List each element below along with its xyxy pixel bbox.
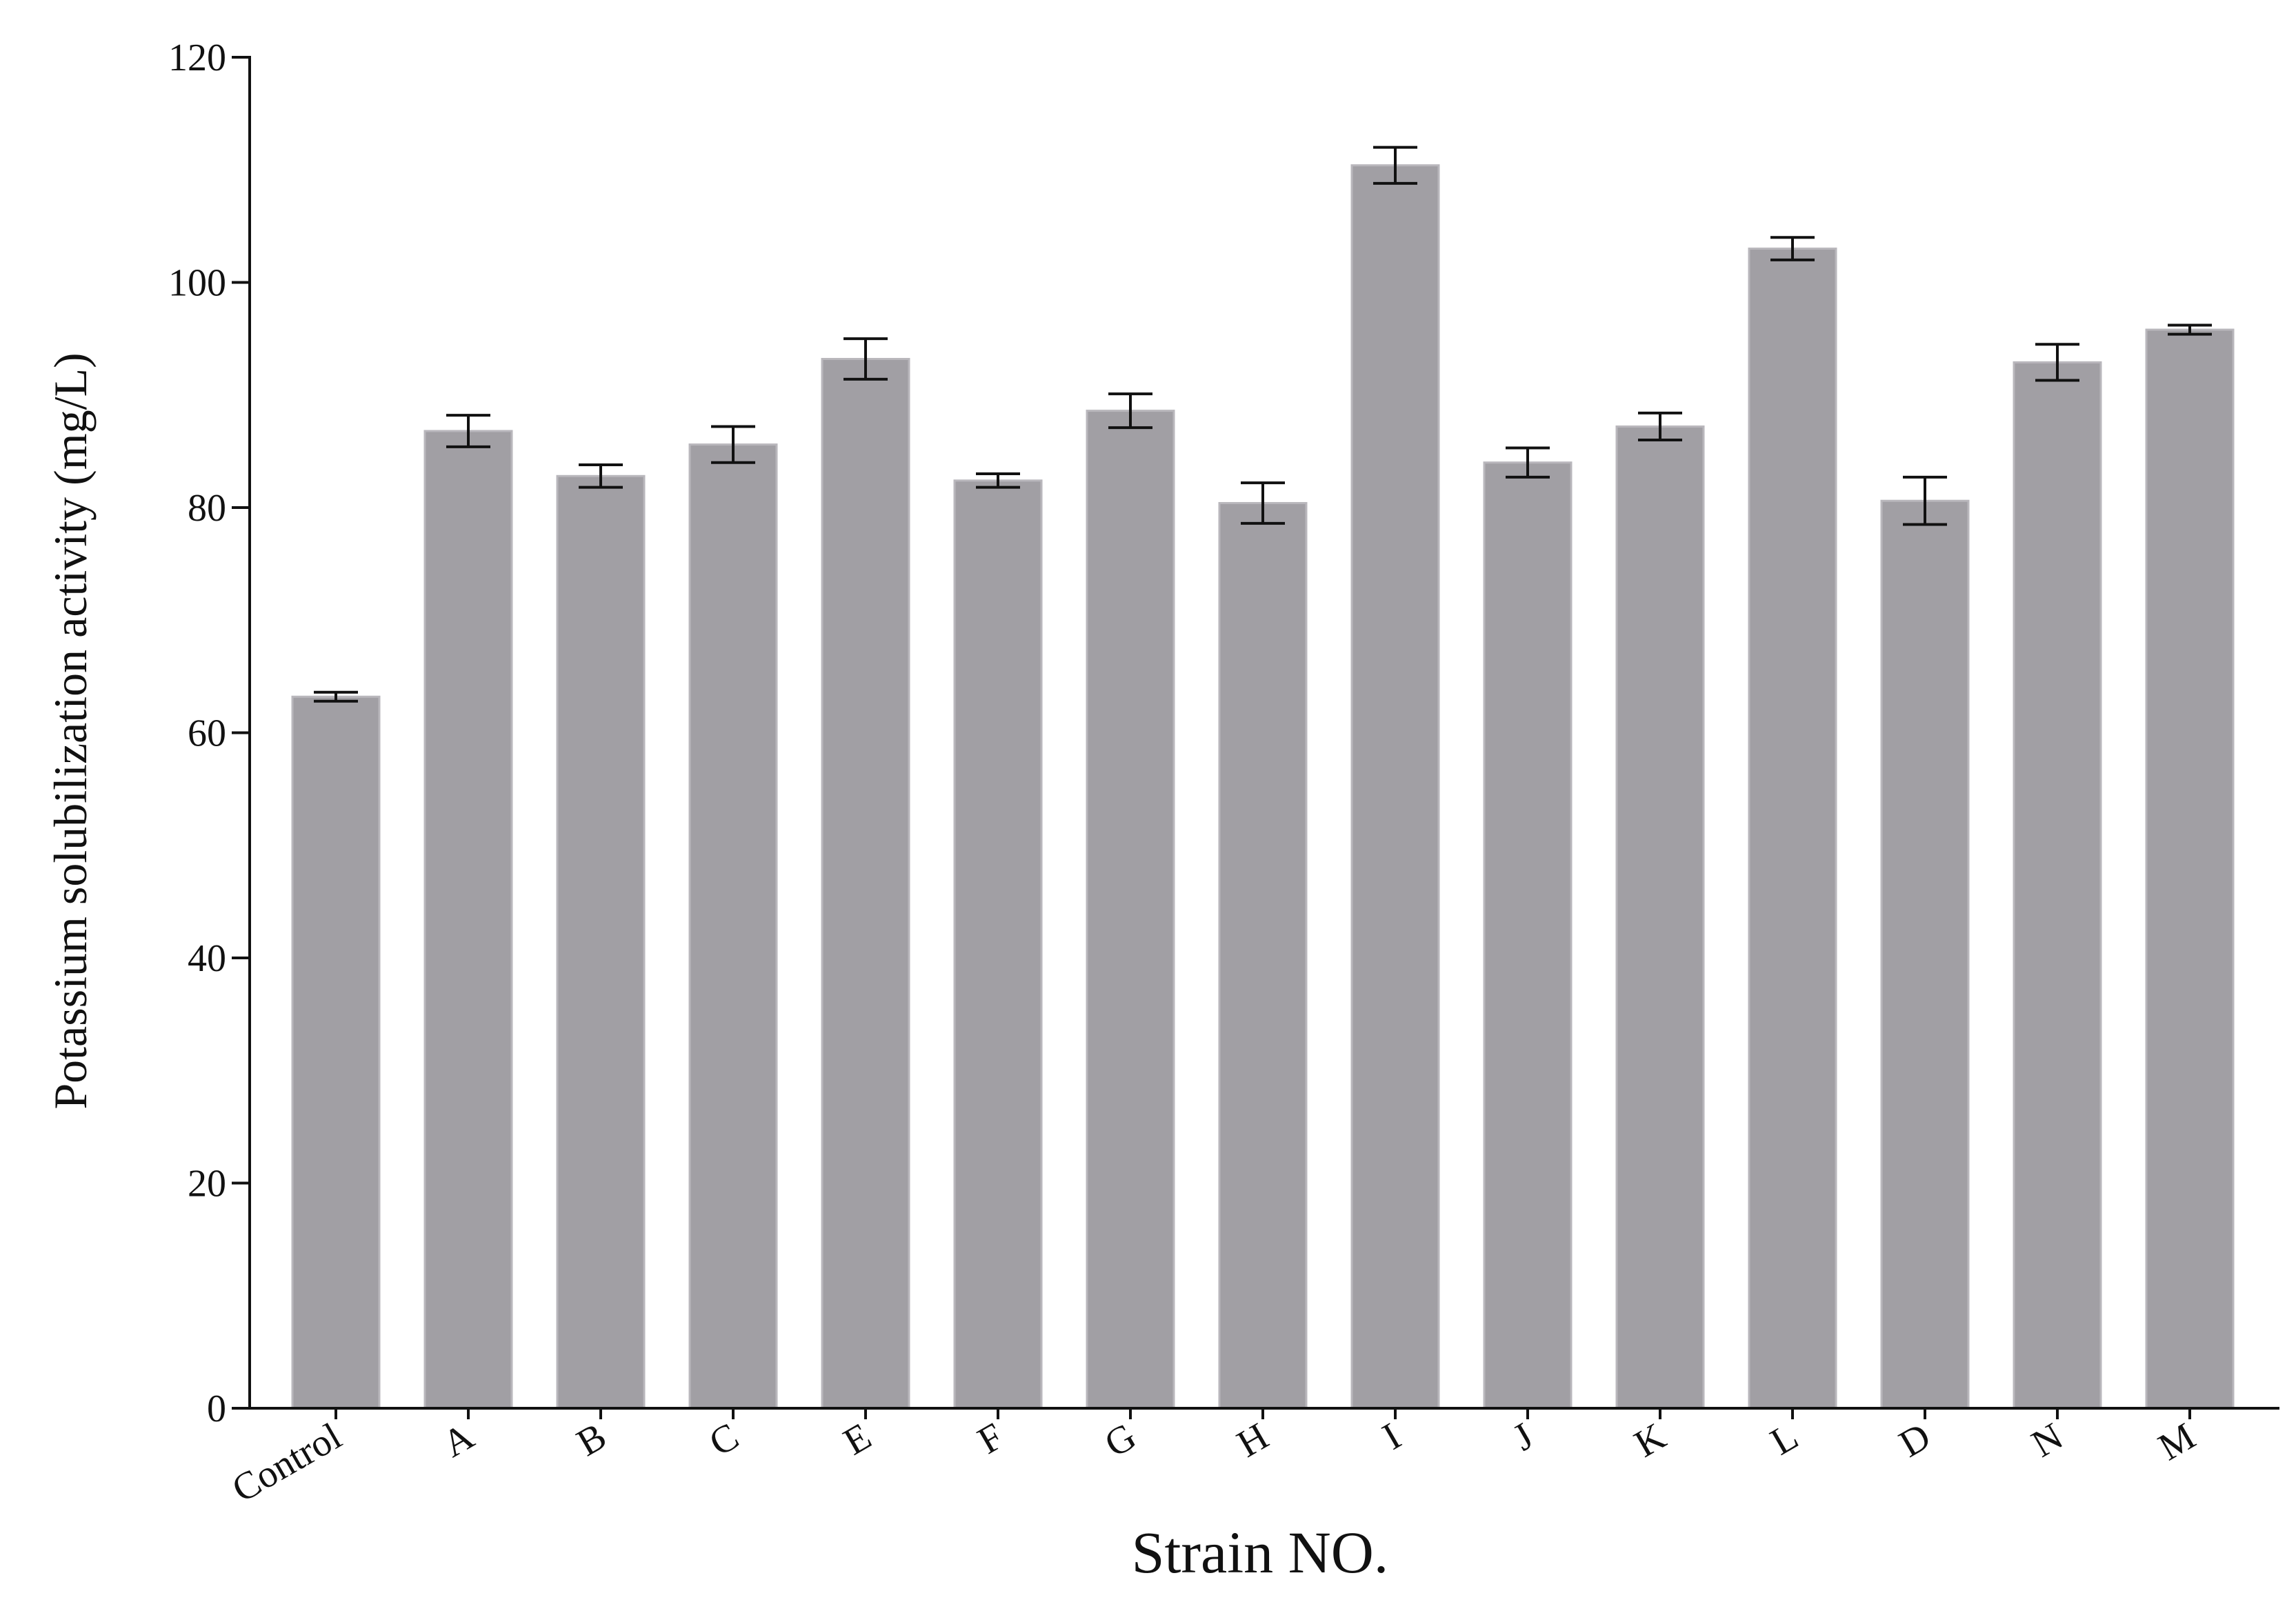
x-tick-label-m: M — [2151, 1415, 2202, 1470]
bar-k — [1615, 425, 1705, 1410]
x-tick-label-f: F — [971, 1415, 1011, 1463]
bar-a — [423, 430, 513, 1410]
y-tick-label-20: 20 — [188, 1163, 226, 1205]
y-tick-label-0: 0 — [207, 1388, 226, 1430]
x-tick-label-g: G — [1097, 1415, 1143, 1466]
y-tick-label-80: 80 — [188, 487, 226, 530]
bars-layer — [291, 164, 2235, 1410]
y-axis-title: Potassium solubilization activity (mg/L) — [44, 352, 97, 1109]
x-axis-title: Strain NO. — [1132, 1519, 1389, 1585]
bar-b — [556, 474, 646, 1410]
bar-j — [1483, 461, 1573, 1410]
x-tick-label-l: L — [1764, 1415, 1806, 1464]
bar-n — [2013, 361, 2102, 1410]
bar-f — [953, 479, 1043, 1410]
bar-l — [1748, 248, 1837, 1410]
x-tick-label-k: K — [1627, 1415, 1673, 1466]
x-tick-label-h: H — [1230, 1415, 1275, 1466]
x-tick-label-i: I — [1375, 1415, 1408, 1459]
y-tick-label-40: 40 — [188, 937, 226, 980]
x-tick-label-j: J — [1506, 1415, 1541, 1460]
x-tick-label-b: B — [570, 1415, 613, 1465]
x-tick-label-n: N — [2024, 1415, 2070, 1466]
bar-m — [2145, 328, 2235, 1410]
x-tick-label-e: E — [837, 1415, 879, 1464]
bar-i — [1350, 164, 1440, 1410]
bar-d — [1880, 499, 1970, 1410]
y-tick-label-100: 100 — [168, 262, 226, 305]
bar-control — [291, 695, 381, 1410]
error-bars-layer — [314, 146, 2212, 703]
y-tick-label-120: 120 — [168, 37, 226, 79]
bar-h — [1218, 501, 1308, 1410]
bar-c — [688, 443, 778, 1410]
bar-e — [821, 358, 910, 1410]
y-tick-label-60: 60 — [188, 712, 226, 755]
bar-g — [1086, 410, 1175, 1410]
x-tick-label-a: A — [435, 1414, 481, 1465]
x-tick-label-control: Control — [225, 1415, 348, 1511]
axes-layer — [232, 56, 2279, 1419]
x-tick-label-d: D — [1892, 1415, 1937, 1466]
x-tick-label-c: C — [702, 1415, 746, 1465]
